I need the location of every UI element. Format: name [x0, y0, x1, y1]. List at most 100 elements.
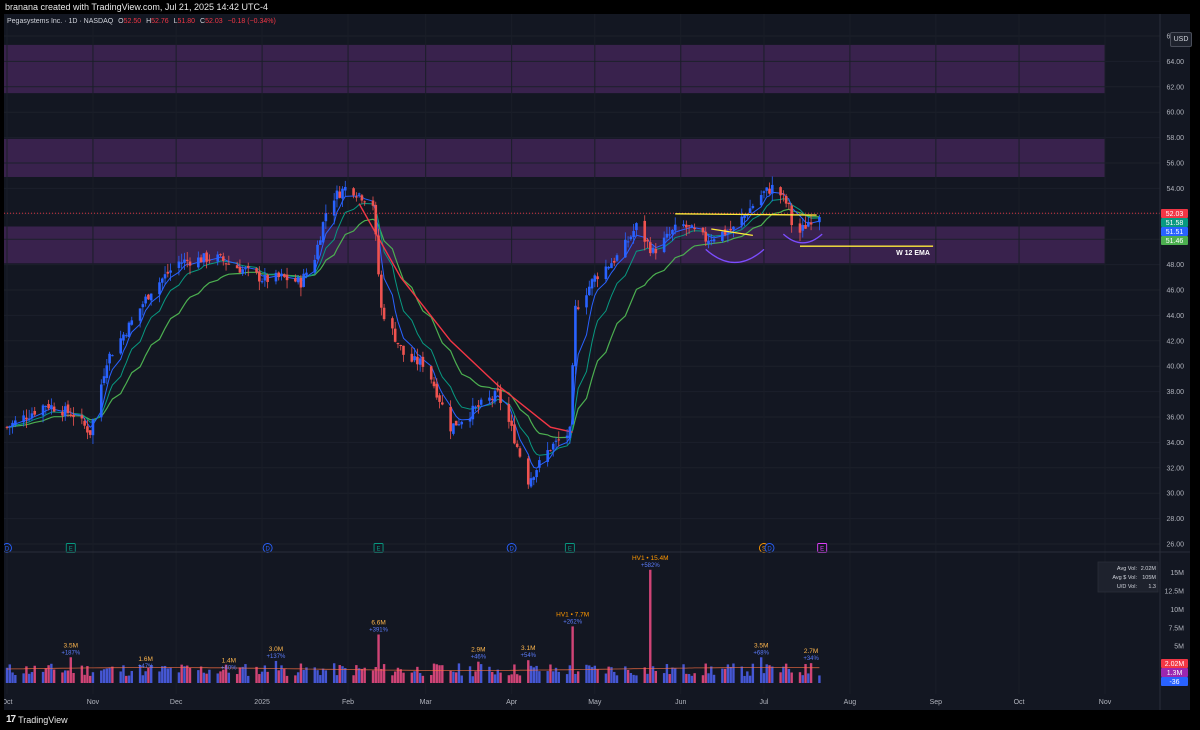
candle-body: [22, 415, 25, 423]
candle-body: [69, 414, 73, 417]
volume-bar: [624, 666, 627, 683]
candle-body: [804, 224, 807, 229]
candle-body: [374, 204, 378, 235]
price-tick-label: 34.00: [1166, 440, 1184, 447]
stats-label: U/D Vol:: [1117, 584, 1138, 590]
candle-body: [144, 296, 147, 304]
candle-body: [432, 381, 436, 387]
candle-body: [474, 406, 477, 409]
volume-bar: [418, 673, 422, 683]
ema-fast-line: [6, 191, 820, 469]
volume-bar: [14, 675, 17, 683]
volume-bar: [357, 668, 361, 683]
volume-bar: [557, 671, 560, 683]
candle-body: [166, 271, 170, 274]
volume-bar: [332, 663, 336, 683]
candle-body: [748, 208, 752, 214]
volume-tag: [1161, 668, 1188, 677]
volume-bar: [263, 665, 267, 683]
candle-body: [321, 222, 325, 243]
chart-svg[interactable]: W 12 EMA 3.5M+187%1.6M+47%1.4M+40%3.0M+1…: [2, 14, 1190, 710]
candle-body: [8, 426, 12, 428]
time-tick-label: Jun: [675, 699, 686, 706]
volume-bar: [355, 665, 358, 683]
volume-bar: [474, 671, 477, 683]
candle-body: [202, 253, 206, 263]
volume-bar: [341, 666, 344, 683]
volume-bar: [643, 667, 646, 683]
candle-body: [227, 263, 231, 265]
volume-bar: [266, 671, 269, 683]
candle-body: [410, 353, 414, 362]
volume-bar: [399, 669, 402, 683]
volume-bar: [22, 673, 25, 683]
volume-bar: [712, 674, 716, 683]
candle-body: [83, 420, 86, 426]
candle-body: [66, 404, 70, 414]
price-tick-label: 28.00: [1166, 516, 1184, 523]
volume-bar: [393, 671, 397, 683]
volume-spike-label: HV1 • 15.4M: [632, 555, 669, 562]
candle-body: [197, 257, 200, 268]
chart-area[interactable]: W 12 EMA 3.5M +187% 1.6M +47% 1.4M +40% 3.0M +1…: [2, 14, 1192, 710]
candle-body: [124, 335, 128, 337]
candle-body: [294, 278, 297, 282]
volume-bar: [787, 668, 791, 683]
volume-bar: [188, 667, 192, 683]
candle-body: [460, 421, 464, 425]
event-letter: D: [509, 546, 514, 552]
volume-bar: [66, 670, 70, 683]
candle-body: [221, 256, 225, 261]
candle-body: [99, 384, 103, 418]
volume-bar: [721, 668, 724, 683]
candle-body: [302, 273, 305, 287]
candle-body: [596, 276, 599, 280]
candle-body: [526, 458, 530, 485]
candle-body: [316, 244, 319, 260]
volume-spike-label: 2.7M: [804, 648, 818, 655]
volume-bar: [759, 657, 763, 683]
volume-bar: [208, 669, 211, 683]
volume-bar: [674, 668, 677, 683]
volume-bar: [324, 670, 328, 683]
price-tick-label: 38.00: [1166, 389, 1184, 396]
volume-bar: [69, 657, 72, 683]
candle-body: [260, 281, 264, 283]
volume-bar: [723, 668, 727, 683]
volume-bar: [302, 669, 305, 683]
volume-bar: [477, 661, 480, 683]
candle-body: [246, 266, 250, 268]
candle-body: [88, 430, 92, 435]
candle-body: [341, 188, 344, 199]
volume-bar: [319, 675, 322, 683]
currency-button[interactable]: USD: [1170, 32, 1192, 47]
volume-spike-pct: +68%: [753, 650, 769, 656]
candle-body: [338, 191, 342, 198]
volume-bar: [441, 665, 444, 683]
volume-bar: [748, 675, 752, 683]
volume-bar: [710, 666, 713, 683]
candle-body: [11, 422, 14, 427]
volume-bar: [338, 665, 341, 683]
attribution-text: branana created with TradingView.com, Ju…: [5, 2, 268, 12]
time-axis: Oct Nov Dec 2025 Feb Mar Apr May Jun Jul Aug Sep Oct…: [2, 699, 1112, 706]
candle-body: [158, 282, 161, 295]
candle-body: [391, 318, 394, 329]
volume-bar: [604, 673, 608, 683]
candle-body: [111, 355, 114, 357]
volume-bar: [147, 667, 150, 683]
candle-body: [208, 259, 211, 261]
volume-bar: [685, 673, 688, 683]
candle-body: [160, 278, 164, 283]
candle-body: [593, 275, 597, 282]
volume-bar: [574, 673, 577, 683]
volume-spike-pct: +46%: [471, 655, 487, 661]
volume-bar: [690, 675, 694, 683]
attribution-bar: branana created with TradingView.com, Ju…: [0, 0, 1200, 14]
volume-bar: [493, 674, 497, 683]
volume-bar: [549, 664, 552, 683]
price-tick-label: 54.00: [1166, 186, 1184, 193]
volume-bar: [199, 666, 203, 683]
candle-body: [488, 397, 491, 401]
volume-bar: [391, 675, 394, 683]
